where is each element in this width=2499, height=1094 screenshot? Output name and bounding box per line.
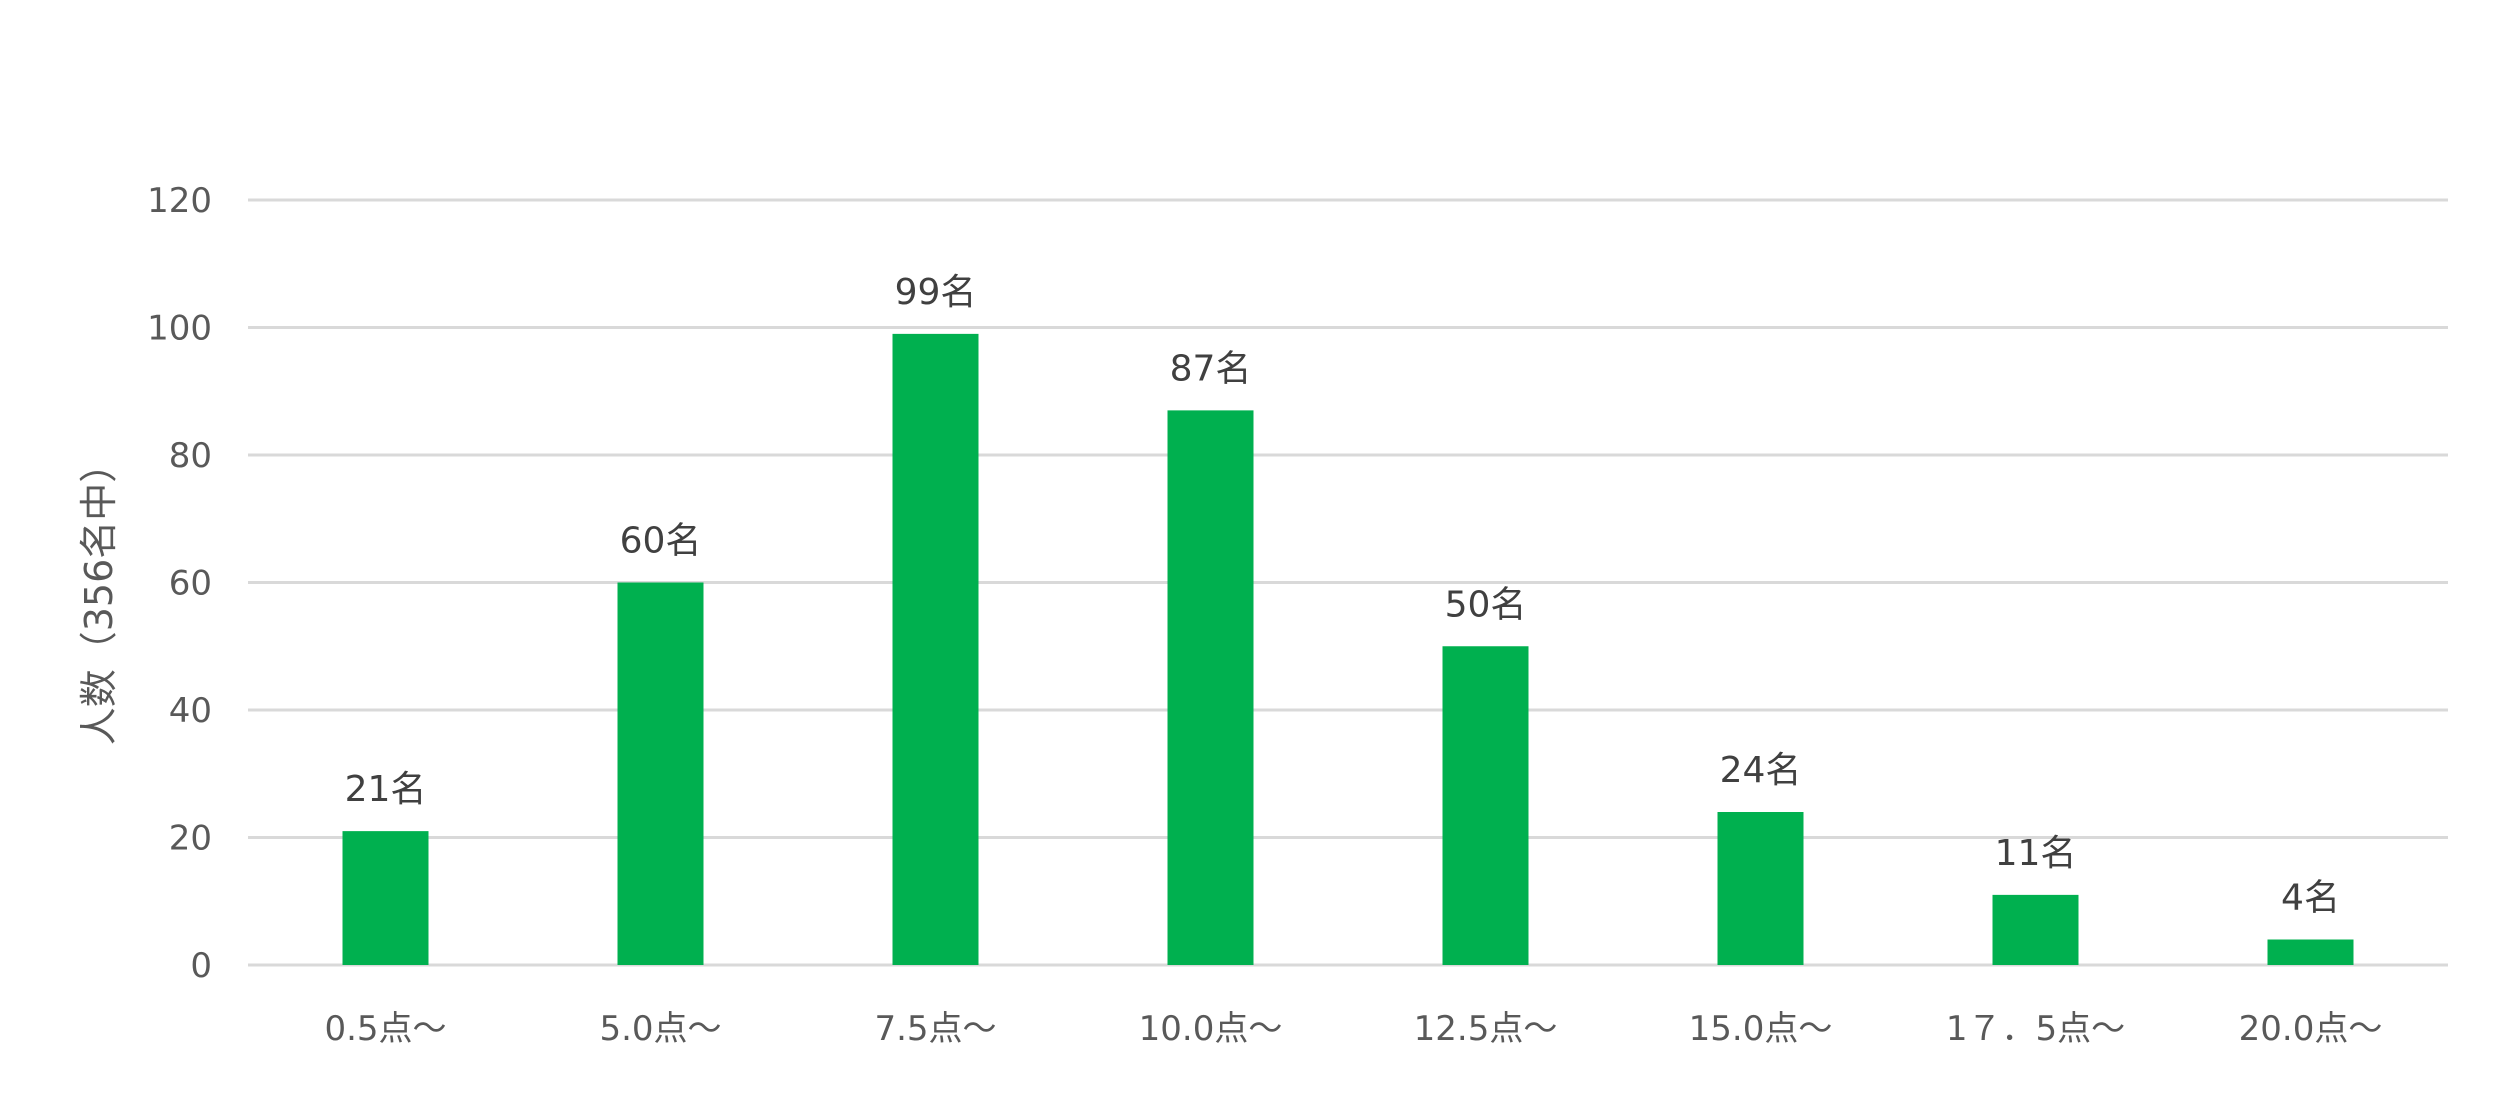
y-tick-label: 0 (190, 946, 212, 986)
x-tick-label: 1７．5点～ (1946, 1009, 2125, 1049)
x-tick-label: 12.5点～ (1414, 1009, 1558, 1049)
data-label: 87名 (1170, 348, 1252, 389)
x-axis-ticks: 0.5点～ 5.0点～ 7.5点～ 10.0点～ 12.5点～ 15.0点～ 1７．5点～ 2… (324, 1009, 2382, 1049)
y-tick-label: 100 (147, 309, 212, 349)
data-label: 4名 (2281, 878, 2340, 919)
bar (892, 333, 979, 965)
x-tick-label: 20.0点～ (2239, 1009, 2383, 1049)
y-tick-label: 120 (147, 181, 212, 221)
data-labels: 21名 60名 99名 87名 50名 24名 11名 4名 (345, 272, 2340, 919)
gridlines (248, 198, 2448, 967)
bar (1442, 646, 1529, 965)
y-tick-label: 40 (169, 691, 212, 731)
data-label: 24名 (1720, 750, 1802, 791)
bar (1717, 812, 1804, 965)
x-tick-label: 5.0点～ (599, 1009, 721, 1049)
data-label: 21名 (345, 769, 427, 810)
y-tick-label: 60 (169, 564, 212, 604)
x-tick-label: 0.5点～ (324, 1009, 446, 1049)
y-tick-label: 20 (169, 819, 212, 859)
x-tick-label: 15.0点～ (1689, 1009, 1833, 1049)
data-label: 50名 (1445, 584, 1527, 625)
bar (617, 582, 704, 965)
bar (1167, 410, 1254, 965)
y-axis-title: 人数（356名中） (77, 445, 121, 746)
y-axis-ticks: 0 20 40 60 80 100 120 (147, 181, 212, 986)
bar (1992, 894, 2079, 965)
data-label: 99名 (895, 272, 977, 313)
x-tick-label: 10.0点～ (1139, 1009, 1283, 1049)
bar (2267, 939, 2354, 965)
y-tick-label: 80 (169, 436, 212, 476)
data-label: 60名 (620, 521, 702, 562)
x-tick-label: 7.5点～ (874, 1009, 996, 1049)
data-label: 11名 (1995, 833, 2077, 874)
bar (342, 831, 429, 965)
bars (342, 333, 2354, 965)
